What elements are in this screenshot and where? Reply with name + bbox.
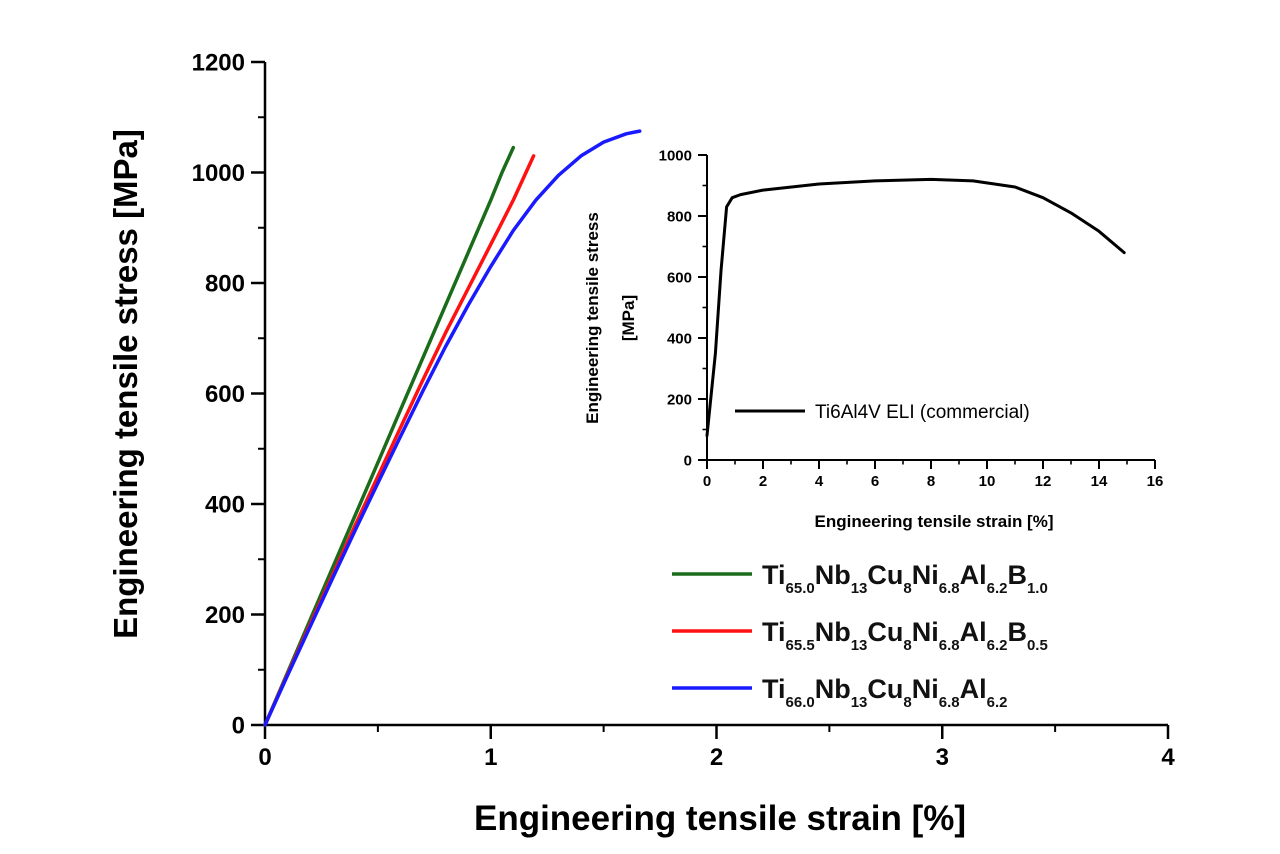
x-tick-label: 4 <box>815 473 824 490</box>
main-x-axis-title: Engineering tensile strain [%] <box>474 799 966 838</box>
legend-label-3: Ti66.0Nb13Cu8Ni6.8Al6.2 <box>762 674 1007 711</box>
y-tick-label: 0 <box>232 713 245 740</box>
x-tick-label: 8 <box>927 473 935 490</box>
inset-y-axis-title: Engineering tensile stress [MPa] <box>583 212 638 424</box>
legend-label-2: Ti65.5Nb13Cu8Ni6.8Al6.2B0.5 <box>762 617 1048 654</box>
y-tick-label: 1200 <box>192 50 245 77</box>
x-tick-label: 3 <box>936 744 949 771</box>
inset-legend-label: Ti6Al4V ELI (commercial) <box>815 402 1030 423</box>
series-line-1 <box>705 177 1126 438</box>
main-y-axis-title: Engineering tensile stress [MPa] <box>107 129 144 639</box>
x-tick-label: 14 <box>1091 473 1108 490</box>
y-tick-label: 400 <box>667 330 692 347</box>
y-tick-label: 1000 <box>659 147 692 164</box>
y-tick-label: 0 <box>684 452 692 469</box>
y-tick-label: 1000 <box>192 160 245 187</box>
main-series <box>263 129 642 727</box>
x-tick-label: 2 <box>710 744 723 771</box>
inset-series <box>705 177 1126 438</box>
x-tick-label: 0 <box>703 473 711 490</box>
y-tick-label: 400 <box>205 492 245 519</box>
y-tick-label: 200 <box>205 602 245 629</box>
y-tick-label: 800 <box>667 208 692 225</box>
inset-y-axis-title-line-1: Engineering tensile stress <box>583 212 602 424</box>
y-tick-label: 200 <box>667 391 692 408</box>
legend-label-1: Ti65.0Nb13Cu8Ni6.8Al6.2B1.0 <box>762 560 1048 597</box>
main-x-ticks: 0 1 2 3 4 <box>258 725 1175 771</box>
inset-x-ticks: 0 2 4 6 8 10 12 14 16 <box>703 460 1164 490</box>
main-y-ticks: 0 200 400 600 800 1000 1200 <box>192 50 265 740</box>
inset-x-axis-title: Engineering tensile strain [%] <box>815 512 1054 531</box>
main-legend: Ti65.0Nb13Cu8Ni6.8Al6.2B1.0 Ti65.5Nb13Cu8… <box>672 560 1048 711</box>
x-tick-label: 1 <box>484 744 497 771</box>
x-tick-label: 0 <box>258 744 271 771</box>
y-tick-label: 800 <box>205 271 245 298</box>
y-tick-label: 600 <box>667 269 692 286</box>
x-tick-label: 6 <box>871 473 879 490</box>
series-line-3 <box>263 129 642 727</box>
inset-plot: 0 200 400 600 800 1000 0 2 4 6 8 10 12 14 16 Engineer… <box>583 147 1163 531</box>
series-line-1 <box>263 145 516 727</box>
inset-y-axis-title-line-2: [MPa] <box>619 295 638 341</box>
x-tick-label: 4 <box>1161 744 1175 771</box>
y-tick-label: 600 <box>205 381 245 408</box>
x-tick-label: 10 <box>979 473 996 490</box>
x-tick-label: 16 <box>1147 473 1164 490</box>
inset-y-ticks: 0 200 400 600 800 1000 <box>659 147 707 469</box>
x-tick-label: 12 <box>1035 473 1052 490</box>
x-tick-label: 2 <box>759 473 767 490</box>
inset-legend: Ti6Al4V ELI (commercial) <box>735 402 1030 423</box>
